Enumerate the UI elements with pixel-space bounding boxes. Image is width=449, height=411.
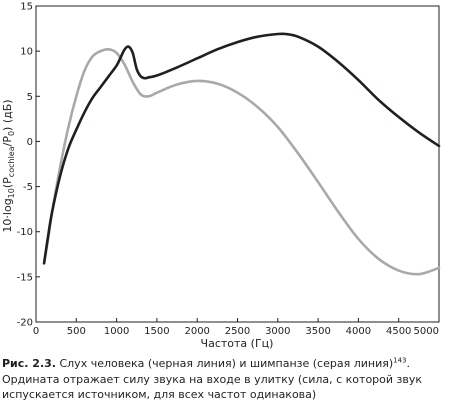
y-axis-title: 10·log10(Pcochlea/P0) (дБ)	[1, 99, 16, 232]
caption-text: Слух человека (черная линия) и шимпанзе …	[59, 357, 394, 370]
x-tick-label: 500	[67, 326, 86, 337]
series-line-chimpanzee	[42, 47, 441, 276]
y-axis-ticks: -20 -15 -10 -5 0 5 10 15	[17, 2, 40, 329]
x-tick-label: 5000	[414, 326, 439, 337]
y-tick-label: -15	[17, 272, 33, 283]
x-tick-label: 4000	[346, 326, 371, 337]
y-tick-label: -5	[23, 182, 33, 193]
x-tick-label: 2000	[184, 326, 209, 337]
chart: 0 500 1000 1500 2000 2500 3000 3500 4000 4500 5000…	[1, 2, 441, 350]
x-axis-ticks: 0 500 1000 1500 2000 2500 3000 3500 4000 4500 5000	[33, 318, 440, 337]
x-axis-title: Частота (Гц)	[201, 337, 274, 350]
y-tick-label: 10	[20, 47, 33, 58]
figure-caption: Рис. 2.3. Слух человека (черная линия) и…	[2, 356, 448, 403]
x-tick-label: 3000	[265, 326, 290, 337]
series-lines	[42, 32, 441, 276]
figure-label: Рис. 2.3.	[2, 357, 56, 370]
footnote-ref: 143	[393, 356, 407, 365]
caption-text-end: . Ордината отражает силу звука на входе …	[2, 357, 423, 401]
x-tick-label: 3500	[305, 326, 330, 337]
x-tick-label: 4500	[386, 326, 411, 337]
y-tick-label: -10	[17, 227, 33, 238]
x-tick-label: 2500	[225, 326, 250, 337]
x-tick-label: 0	[33, 326, 39, 337]
y-tick-label: 15	[20, 2, 33, 13]
y-tick-label: -20	[17, 318, 33, 329]
y-tick-label: 0	[27, 137, 33, 148]
y-tick-label: 5	[27, 92, 33, 103]
x-tick-label: 1500	[144, 326, 169, 337]
x-tick-label: 1000	[104, 326, 129, 337]
series-line-human	[42, 32, 441, 265]
